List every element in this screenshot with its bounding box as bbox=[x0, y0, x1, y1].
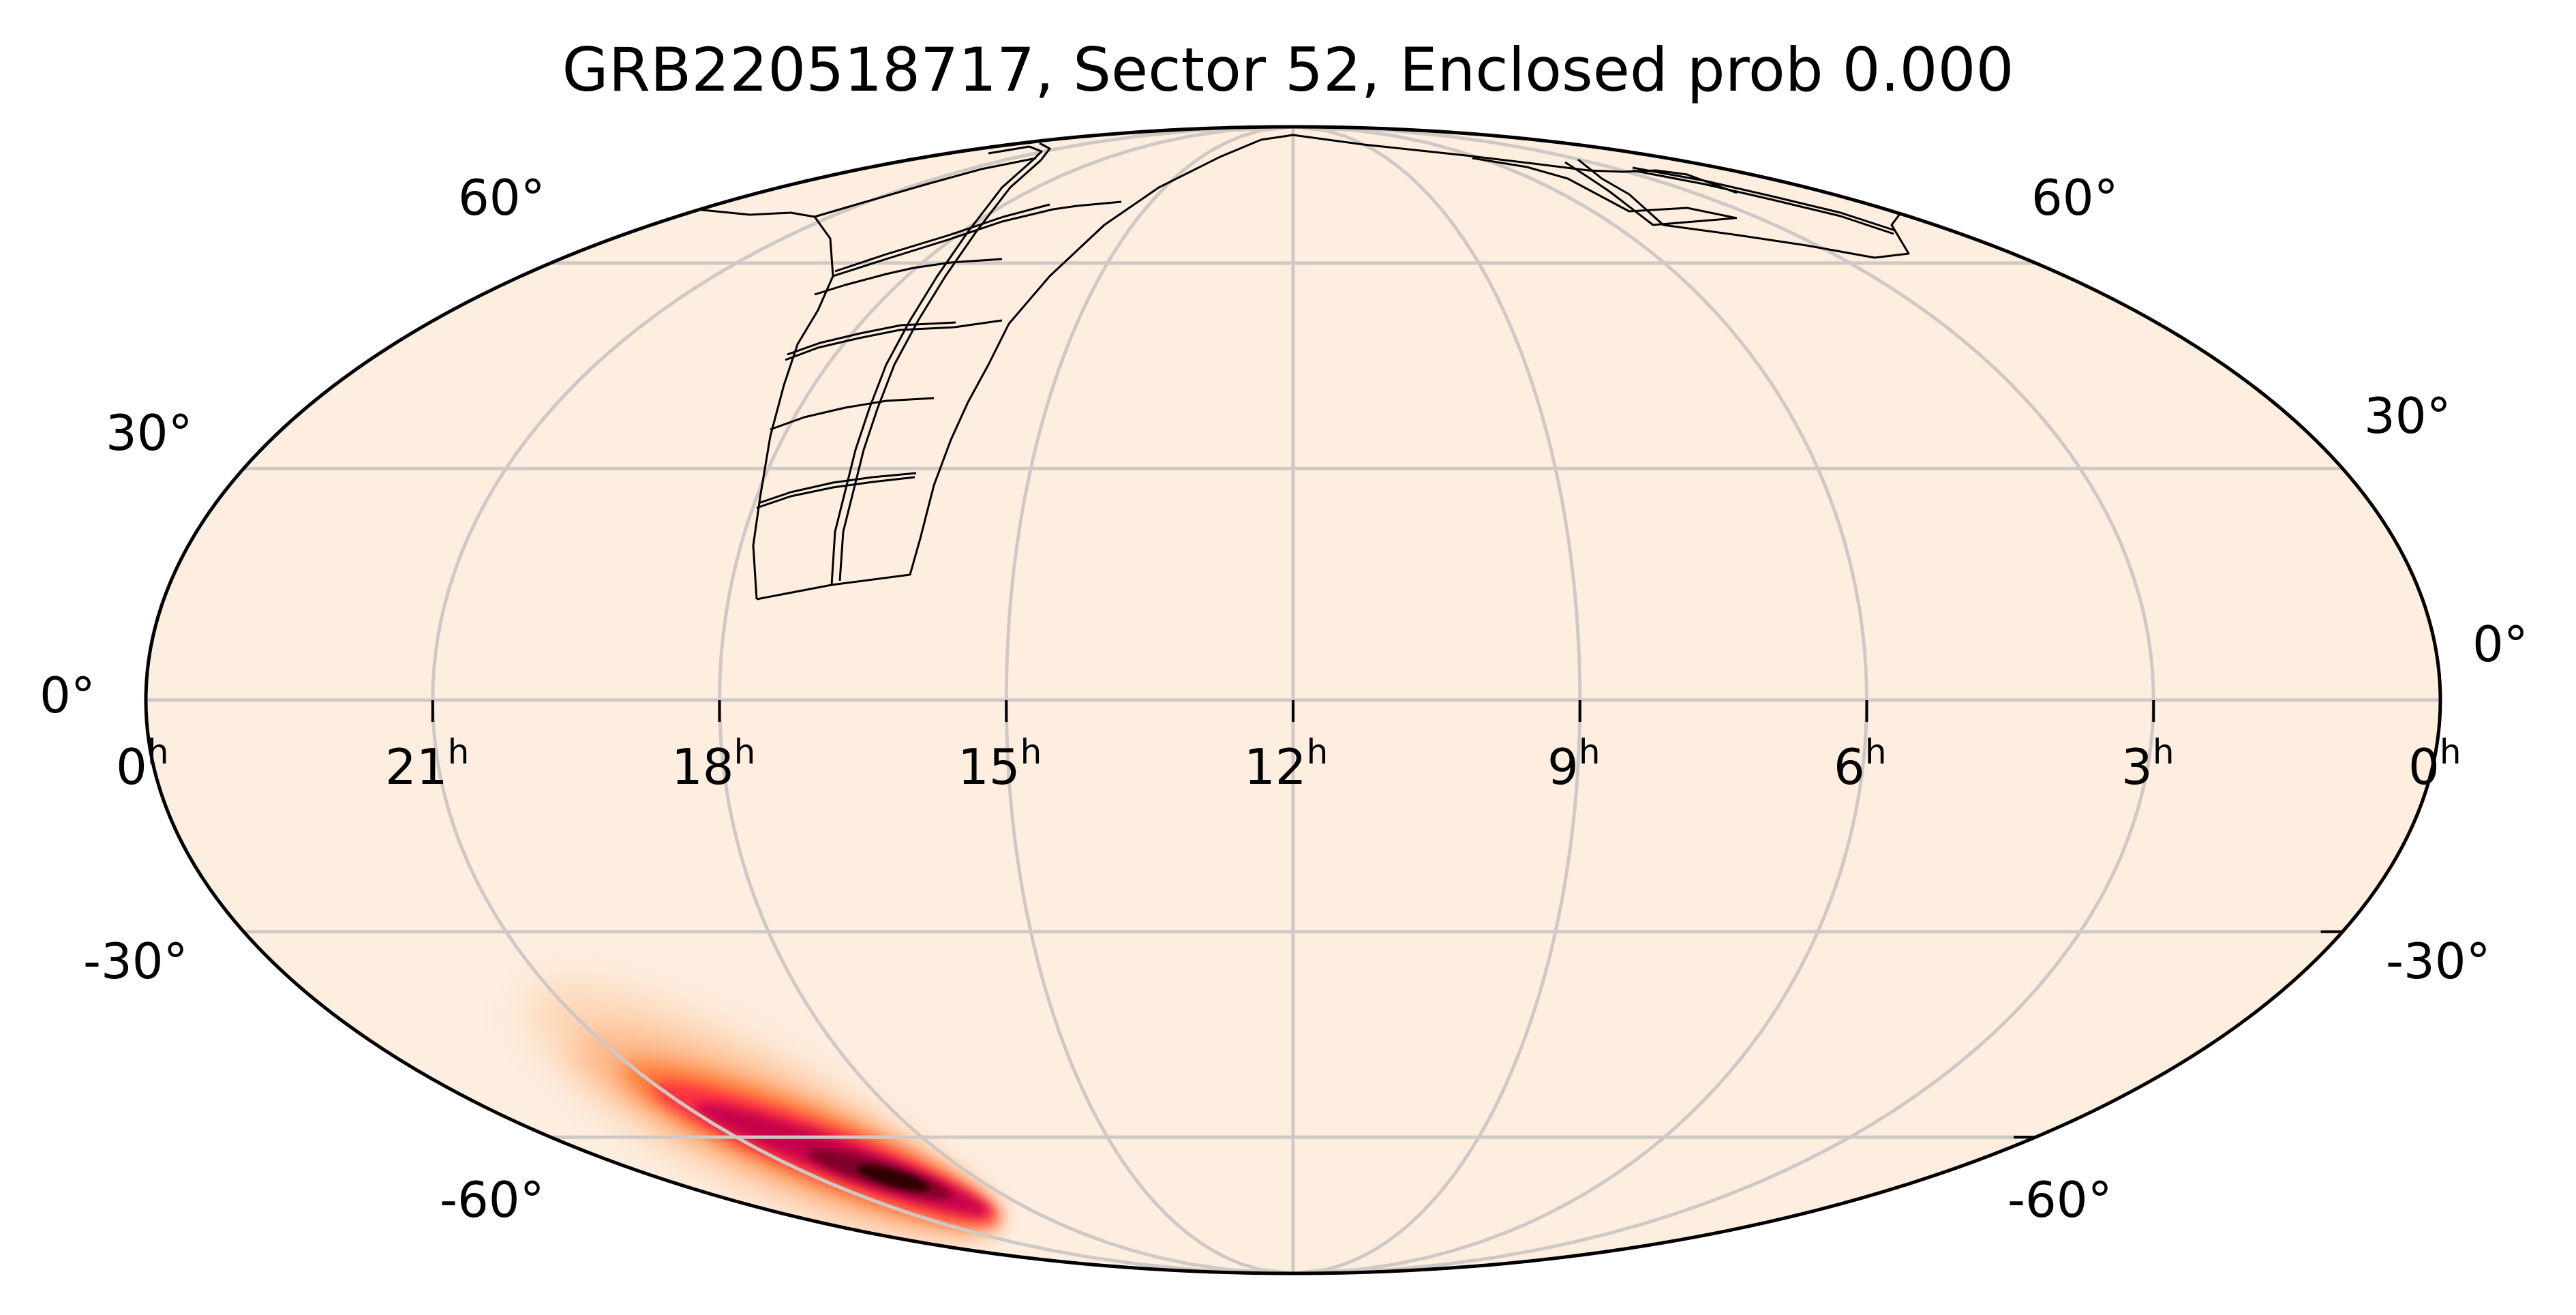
ra-tick-label: 15h bbox=[958, 732, 1042, 796]
ra-tick-label: 12h bbox=[1244, 732, 1329, 796]
dec-tick-label: 0° bbox=[40, 667, 95, 724]
ccd-outline bbox=[814, 258, 1003, 296]
ccd-outline bbox=[1465, 154, 1738, 194]
ccd-outline bbox=[1663, 211, 1910, 259]
ccd-outline bbox=[1632, 169, 1894, 235]
dec-tick-label: 60° bbox=[2031, 169, 2119, 226]
ra-tick-label: 3h bbox=[2121, 732, 2175, 796]
heatmap-contour bbox=[857, 1164, 929, 1192]
ccd-outline bbox=[830, 145, 1043, 586]
ccd-outline bbox=[1577, 158, 1665, 226]
dec-tick-label: -60° bbox=[440, 1171, 545, 1228]
ccd-outline bbox=[814, 157, 1037, 218]
ccd-outline bbox=[1472, 157, 1738, 220]
ra-tick-label: 6h bbox=[1834, 732, 1887, 796]
dec-tick-label: 60° bbox=[458, 169, 545, 226]
ccd-outline bbox=[758, 472, 917, 504]
ccd-outline bbox=[838, 142, 1051, 581]
ccd-outline bbox=[701, 209, 834, 600]
ccd-outline bbox=[1632, 166, 1896, 232]
chart-title: GRB220518717, Sector 52, Enclosed prob 0… bbox=[562, 35, 2014, 105]
dec-tick-label: -30° bbox=[83, 933, 188, 990]
probability-heatmap bbox=[528, 984, 1001, 1237]
ra-tick-label: 0h bbox=[116, 732, 169, 796]
dec-tick-label: 30° bbox=[106, 404, 193, 462]
ccd-outline bbox=[785, 319, 1003, 361]
map-outline bbox=[144, 125, 2442, 1275]
ra-tick-label: 21h bbox=[385, 732, 470, 796]
dec-tick-label: 0° bbox=[2472, 616, 2528, 673]
ccd-outline bbox=[770, 397, 935, 431]
ccd-outline bbox=[832, 200, 1122, 277]
ccd-outline bbox=[756, 476, 915, 509]
ccd-outline bbox=[834, 203, 1050, 273]
dec-tick-label: -30° bbox=[2386, 933, 2491, 990]
ccd-outline bbox=[756, 134, 1466, 601]
sector-footprint-outline bbox=[701, 134, 1910, 601]
ra-tick-label: 18h bbox=[671, 732, 756, 796]
dec-tick-label: -60° bbox=[2007, 1171, 2112, 1228]
ra-tick-label: 9h bbox=[1547, 732, 1601, 796]
dec-tick-label: 30° bbox=[2364, 387, 2451, 444]
ccd-outline bbox=[787, 321, 956, 356]
ra-tick-label: 0h bbox=[2408, 732, 2461, 796]
ccd-outline bbox=[1564, 161, 1736, 226]
